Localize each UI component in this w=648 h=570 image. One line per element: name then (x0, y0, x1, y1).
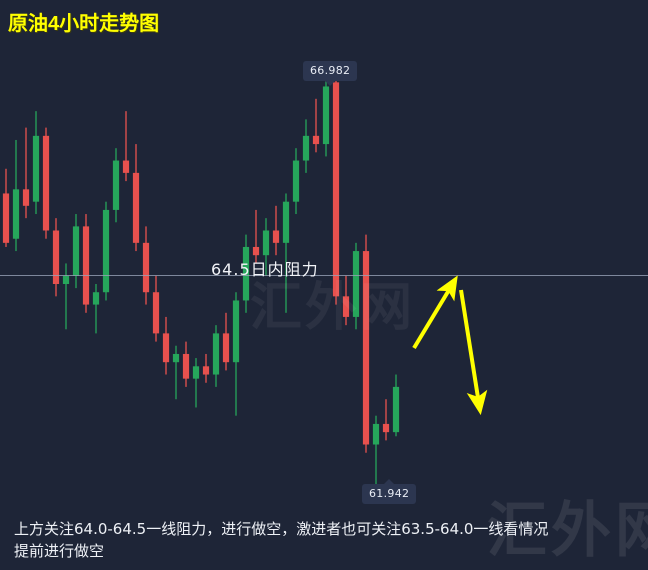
page-title: 原油4小时走势图 (8, 13, 160, 35)
caption-line-2: 提前进行做空 (14, 542, 105, 560)
candle (52, 218, 60, 297)
resistance-level-label: 64.5日内阻力 (211, 260, 319, 279)
candle (142, 226, 150, 305)
candle (62, 263, 70, 330)
candle (292, 148, 300, 215)
candle (152, 275, 160, 342)
candle (12, 139, 20, 252)
candle (112, 148, 120, 223)
candle (392, 374, 400, 437)
low-price-tag: 61.942 (362, 479, 417, 504)
candle (172, 345, 180, 400)
candle (182, 341, 190, 387)
candle (102, 201, 110, 301)
candle (262, 218, 270, 276)
candle (222, 312, 230, 371)
candle (372, 415, 380, 491)
candle (272, 205, 280, 256)
candle (232, 292, 240, 416)
high-price-tag: 66.982 (303, 61, 358, 86)
candle (132, 144, 140, 252)
candle (252, 209, 260, 264)
candle (122, 111, 130, 182)
candle (282, 193, 290, 313)
candle (2, 168, 10, 247)
candle (352, 242, 360, 330)
candle-svg (2, 75, 400, 491)
candle (302, 119, 310, 173)
candle (92, 284, 100, 334)
candle (312, 98, 320, 153)
candle (382, 399, 390, 441)
candle (212, 325, 220, 387)
candle (192, 358, 200, 408)
candle (82, 214, 90, 313)
candle (22, 127, 30, 219)
candle (242, 234, 250, 313)
candle (32, 111, 40, 215)
candlestick-plot (0, 38, 648, 508)
candle (72, 214, 80, 289)
resistance-level-line (0, 275, 648, 276)
candle (162, 316, 170, 375)
candle (42, 127, 50, 239)
candle (322, 75, 330, 157)
candle (332, 78, 340, 305)
analysis-caption: 上方关注64.0-64.5一线阻力，进行做空，激进者也可关注63.5-64.0一… (14, 518, 640, 562)
candle (342, 275, 350, 326)
candle (362, 234, 370, 453)
caption-line-1: 上方关注64.0-64.5一线阻力，进行做空，激进者也可关注63.5-64.0一… (14, 520, 549, 538)
candle (202, 353, 210, 383)
